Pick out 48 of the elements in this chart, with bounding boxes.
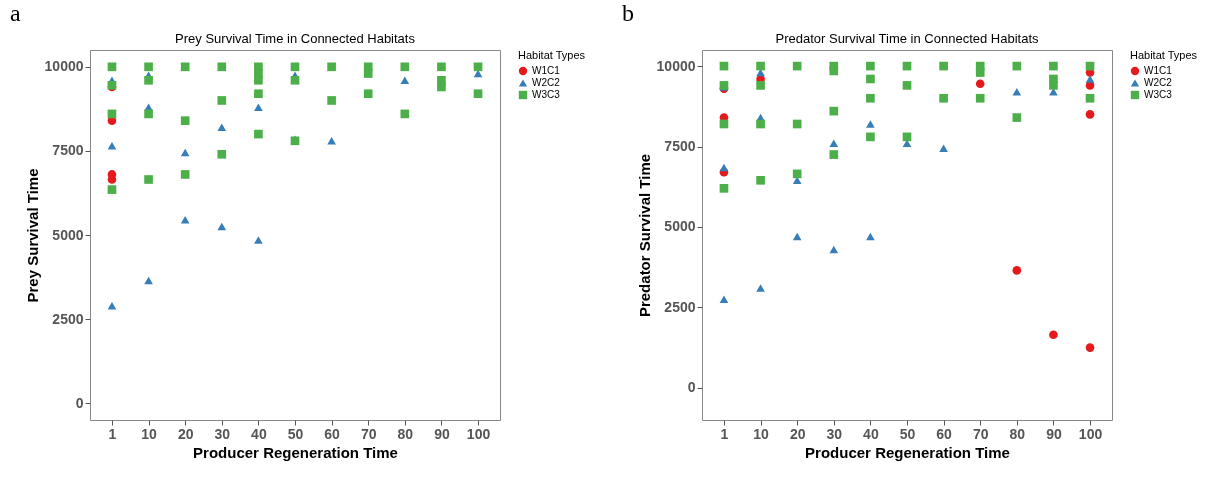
x-tick-label: 50 [899,425,916,442]
y-tick-label: 10000 [44,58,84,75]
x-tick-label: 70 [972,425,989,442]
y-tick-label: 7500 [52,142,84,159]
y-tick-label: 7500 [664,138,696,155]
x-tick-label: 30 [214,425,231,442]
x-tick-label: 80 [397,425,414,442]
y-axis-title: Predator Survival Time [635,153,653,318]
x-tick-label: 60 [936,425,953,442]
x-tick-label: 30 [826,425,843,442]
y-tick-label: 10000 [656,57,696,74]
x-tick-label: 40 [251,425,267,442]
chart-title: Predator Survival Time in Connected Habitats [775,31,1040,46]
legend-title: Habitat Types [518,49,586,61]
chart-title: Prey Survival Time in Connected Habitats [175,31,416,46]
y-tick-label: 0 [687,379,696,396]
x-axis-title: Producer Regeneration Time [193,443,398,461]
legend-label: W1C1 [532,65,561,76]
x-tick-label: 70 [360,425,377,442]
x-tick-label: 90 [1046,425,1062,442]
x-tick-label: 20 [177,425,194,442]
text: b [622,0,634,27]
legend-title: Habitat Types [1130,49,1198,61]
y-tick-label: 2500 [52,310,84,327]
y-tick-label: 0 [75,394,84,411]
x-tick-label: 20 [789,425,806,442]
legend-label: W3C3 [532,89,561,100]
x-tick-label: 1 [720,425,729,442]
x-tick-label: 10 [141,425,158,442]
x-tick-label: 1 [108,425,117,442]
legend-label: W3C3 [1144,89,1173,100]
x-tick-label: 50 [287,425,304,442]
x-tick-label: 80 [1009,425,1026,442]
x-tick-label: 60 [324,425,341,442]
legend-label: W2C2 [1144,77,1173,88]
legend-label: W2C2 [532,77,561,88]
x-tick-label: 100 [466,425,491,442]
y-tick-label: 5000 [664,218,696,235]
x-tick-label: 100 [1078,425,1103,442]
y-axis-title: Prey Survival Time [23,168,41,303]
y-tick-label: 2500 [664,298,696,315]
text: a [10,0,21,27]
x-tick-label: 90 [434,425,450,442]
legend-label: W1C1 [1144,65,1173,76]
y-tick-label: 5000 [52,226,84,243]
x-tick-label: 40 [863,425,879,442]
x-axis-title: Producer Regeneration Time [805,443,1010,461]
x-tick-label: 10 [753,425,770,442]
